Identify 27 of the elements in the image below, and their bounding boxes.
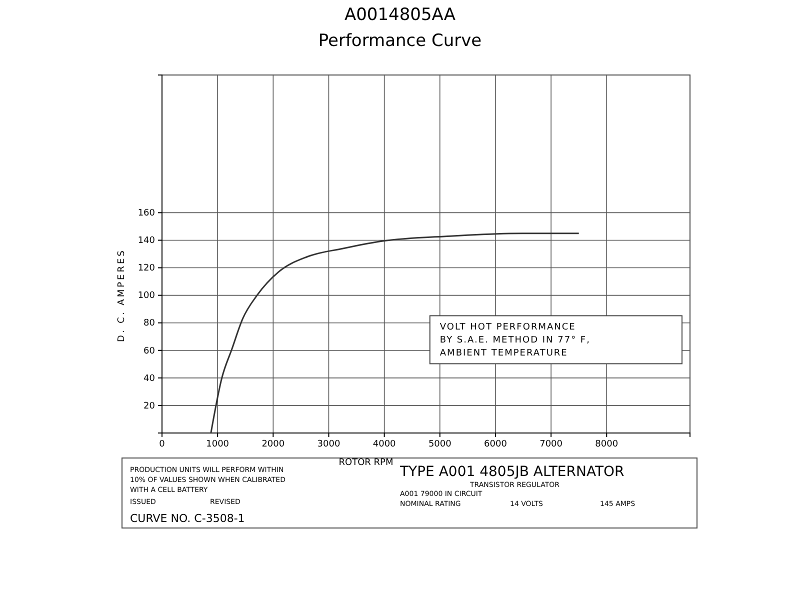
annotation: AMBIENT TEMPERATURE	[440, 348, 568, 359]
x-axis-title: ROTOR RPM	[338, 458, 394, 468]
y-tick-label: 100	[138, 291, 156, 302]
y-tick-label: 20	[144, 401, 156, 412]
y-tick-label: 80	[144, 318, 156, 329]
y-tick-label: 140	[138, 236, 156, 246]
text: CURVE NO. C-3508-1	[130, 512, 245, 525]
x-tick-label: 0	[159, 439, 166, 450]
line-series	[210, 232, 580, 434]
y-tick-label: 160	[138, 208, 156, 219]
x-tick-label: 5000	[428, 439, 452, 450]
x-tick-label: 8000	[595, 439, 618, 450]
x-tick-label: 3000	[317, 439, 340, 450]
x-tick-label: 7000	[540, 439, 563, 450]
x-tick-label: 6000	[484, 439, 508, 450]
chart-subtitle: Performance Curve	[318, 31, 482, 51]
text: TYPE A001 4805JB ALTERNATOR	[399, 464, 625, 480]
y-tick-label: 60	[144, 346, 156, 356]
x-tick-label: 4000	[372, 439, 396, 450]
y-axis-title: D. C. AMPERES	[117, 248, 127, 342]
x-tick-label: 1000	[206, 439, 230, 450]
x-tick-label: 2000	[262, 439, 285, 450]
chart-title: A0014805AA	[344, 5, 456, 25]
y-tick-label: 40	[144, 374, 156, 384]
annotation: BY S.A.E. METHOD IN 77° F,	[440, 336, 590, 346]
y-tick-label: 120	[138, 264, 156, 274]
annotation: VOLT HOT PERFORMANCE	[440, 322, 576, 333]
